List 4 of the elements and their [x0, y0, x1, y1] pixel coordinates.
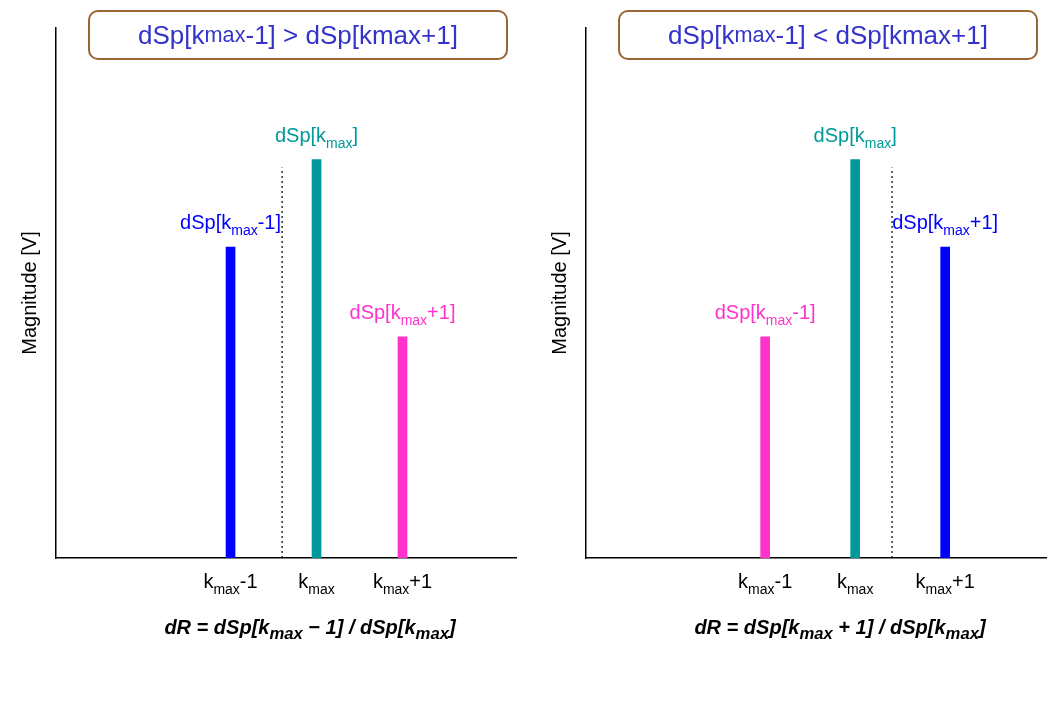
y-axis-title: Magnitude [V] — [18, 231, 40, 355]
text: dR = dSp[k$_{max}$ + 1] / dSp[k$_{max}$] — [693, 616, 987, 644]
text: dR = dSp[k$_{max}$ − 1] / dSp[k$_{max}$] — [163, 616, 457, 644]
y-axis-title: Magnitude [V] — [548, 231, 570, 355]
